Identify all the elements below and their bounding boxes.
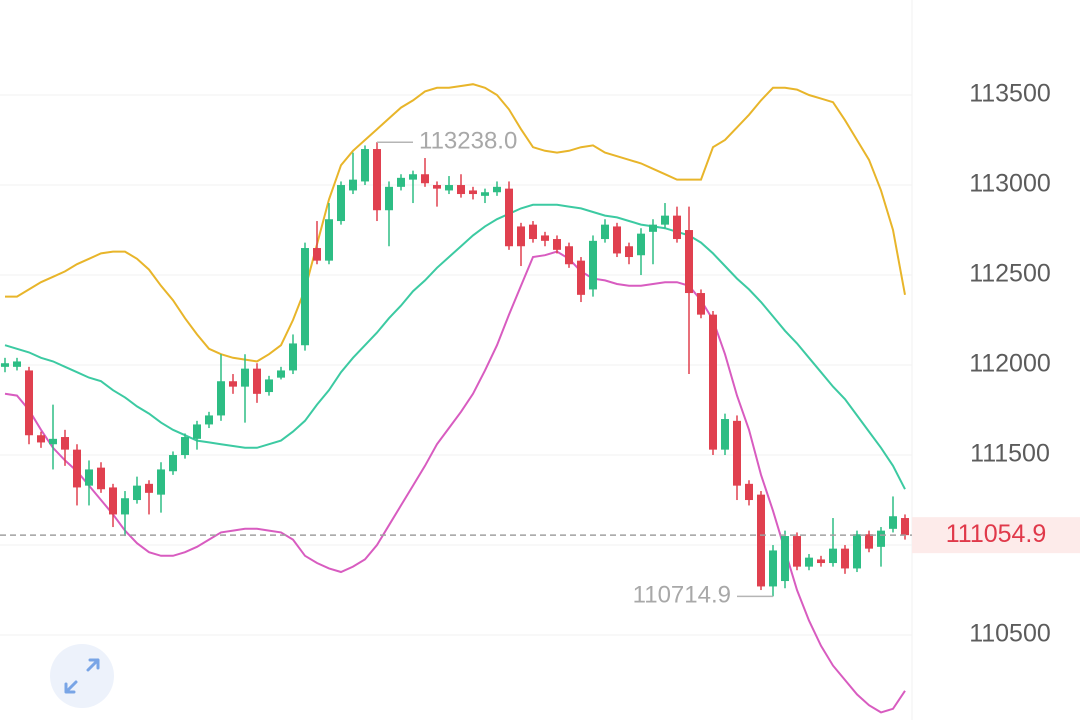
candle-body: [97, 467, 105, 490]
candle-body: [889, 516, 897, 529]
candle-body: [589, 240, 597, 290]
candle-body: [25, 370, 33, 436]
candle-body: [385, 186, 393, 211]
candle-body: [481, 192, 489, 196]
candle-body: [829, 548, 837, 564]
candle-body: [637, 233, 645, 256]
candle-body: [73, 449, 81, 488]
expand-button-bg[interactable]: [50, 644, 114, 708]
candle-body: [37, 435, 45, 443]
candle-body: [673, 215, 681, 240]
candle-body: [325, 219, 333, 261]
candle-body: [565, 246, 573, 265]
candle-body: [649, 224, 657, 232]
candle-body: [253, 368, 261, 394]
candle-body: [553, 239, 561, 250]
candle-body: [757, 494, 765, 587]
candle-body: [13, 361, 21, 367]
candle-body: [205, 415, 213, 425]
y-tick-label: 113500: [969, 80, 1051, 108]
candle-body: [697, 293, 705, 315]
candle-body: [661, 215, 669, 225]
candle-body: [505, 188, 513, 247]
candle-body: [61, 437, 69, 450]
candle-body: [721, 419, 729, 450]
candle-body: [781, 536, 789, 582]
high-label: 113238.0: [419, 128, 517, 155]
candle-body: [169, 455, 177, 472]
band-line: [4, 203, 906, 490]
expand-button[interactable]: [50, 644, 114, 708]
candle-body: [805, 557, 813, 567]
candle-body: [733, 420, 741, 486]
candle-body: [313, 248, 321, 261]
candle-body: [337, 185, 345, 222]
candle-body: [709, 314, 717, 450]
candle-body: [109, 487, 117, 515]
candle-body: [877, 530, 885, 547]
candle-body: [577, 260, 585, 295]
candle-body: [397, 177, 405, 187]
low-label: 110714.9: [633, 582, 731, 609]
candle-body: [121, 498, 129, 515]
candle-body: [445, 185, 453, 191]
candle-body: [181, 437, 189, 456]
y-tick-label: 113000: [969, 170, 1051, 198]
candle-body: [361, 149, 369, 182]
candle-body: [289, 343, 297, 371]
candle-body: [349, 179, 357, 191]
candle-body: [229, 381, 237, 387]
candle-body: [469, 190, 477, 195]
candle-body: [601, 224, 609, 240]
candle-body: [769, 550, 777, 587]
candle-body: [85, 469, 93, 486]
candle-body: [373, 149, 381, 211]
candle-body: [529, 224, 537, 240]
candle-body: [541, 235, 549, 241]
candle-body: [517, 226, 525, 247]
candle-body: [193, 424, 201, 439]
candle-body: [457, 185, 465, 195]
candle-body: [841, 548, 849, 569]
y-tick-label: 112500: [969, 260, 1051, 288]
expand-icon[interactable]: [64, 658, 100, 694]
candle-body: [157, 469, 165, 495]
candle-body: [133, 485, 141, 501]
candle-body: [865, 534, 873, 549]
candle-body: [901, 518, 909, 536]
last-price-label: 111054.9: [946, 520, 1047, 548]
candle-body: [49, 438, 57, 445]
candle-body: [745, 483, 753, 501]
candle-body: [421, 174, 429, 184]
y-tick-label: 110500: [969, 620, 1051, 648]
band-line: [5, 83, 906, 363]
candle-body: [277, 370, 285, 378]
candle-body: [493, 186, 501, 193]
candle-body: [241, 368, 249, 387]
candle-body: [685, 230, 693, 294]
candle-body: [793, 536, 801, 567]
candle-body: [265, 379, 273, 393]
y-tick-label: 111500: [970, 440, 1050, 468]
band-line: [4, 250, 906, 714]
plot: [0, 83, 912, 714]
candle-body: [817, 559, 825, 564]
candle-body: [613, 226, 621, 254]
candle-body: [409, 174, 417, 180]
candle-body: [1, 363, 9, 367]
candle-body: [301, 248, 309, 346]
candle-body: [625, 246, 633, 258]
candle-body: [145, 483, 153, 493]
candle-body: [217, 381, 225, 416]
candle-body: [853, 534, 861, 569]
candle-body: [433, 185, 441, 189]
last-price-box: [912, 517, 1080, 554]
y-tick-label: 112000: [969, 350, 1051, 378]
